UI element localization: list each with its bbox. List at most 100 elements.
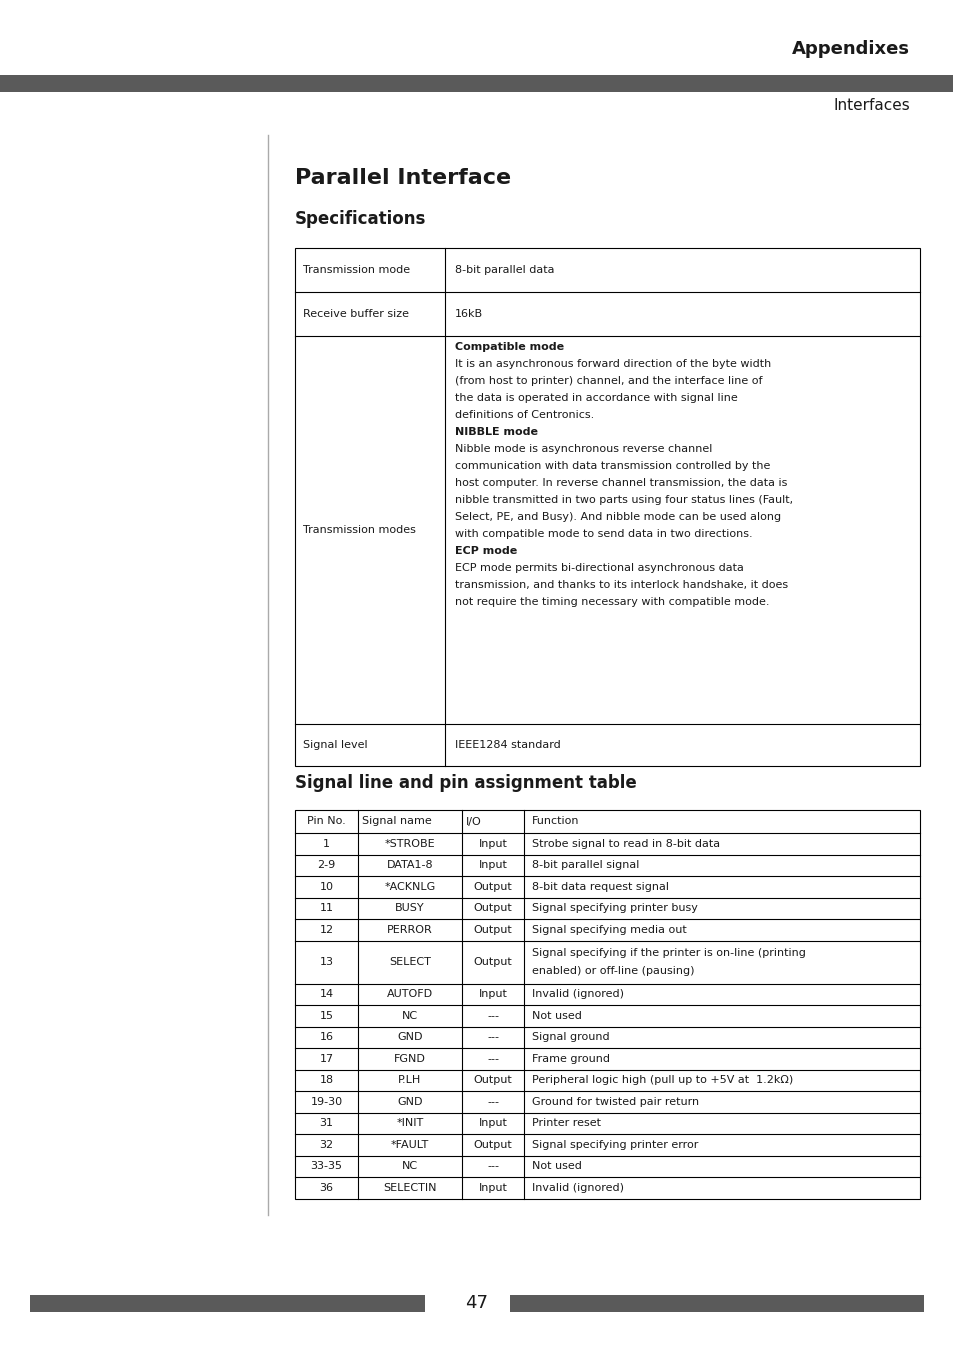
Text: ---: ---: [486, 1033, 498, 1042]
Bar: [294, 810, 919, 1198]
Text: 12: 12: [319, 925, 334, 934]
Text: 1: 1: [323, 838, 330, 849]
Text: 10: 10: [319, 882, 334, 892]
Text: Not used: Not used: [532, 1161, 581, 1171]
Text: ---: ---: [486, 1054, 498, 1064]
Text: FGND: FGND: [394, 1054, 425, 1064]
Text: IEEE1284 standard: IEEE1284 standard: [455, 740, 560, 749]
Text: Not used: Not used: [532, 1011, 581, 1020]
Text: ---: ---: [486, 1011, 498, 1020]
Text: host computer. In reverse channel transmission, the data is: host computer. In reverse channel transm…: [455, 479, 786, 488]
Text: Pin No.: Pin No.: [307, 817, 346, 826]
Text: communication with data transmission controlled by the: communication with data transmission con…: [455, 461, 770, 470]
Text: 33-35: 33-35: [310, 1161, 342, 1171]
Text: Signal name: Signal name: [361, 817, 432, 826]
Text: Signal level: Signal level: [303, 740, 367, 749]
Text: Interfaces: Interfaces: [832, 98, 909, 113]
Text: with compatible mode to send data in two directions.: with compatible mode to send data in two…: [455, 528, 752, 539]
Text: Signal specifying media out: Signal specifying media out: [532, 925, 686, 934]
Bar: [0, 75, 953, 92]
Text: transmission, and thanks to its interlock handshake, it does: transmission, and thanks to its interloc…: [455, 580, 787, 590]
Text: AUTOFD: AUTOFD: [387, 989, 433, 999]
Text: 31: 31: [319, 1119, 334, 1128]
Text: Nibble mode is asynchronous reverse channel: Nibble mode is asynchronous reverse chan…: [455, 443, 712, 454]
Text: Parallel Interface: Parallel Interface: [294, 168, 511, 187]
Text: 16kB: 16kB: [455, 309, 482, 319]
Text: BUSY: BUSY: [395, 903, 424, 913]
Text: *ACKNLG: *ACKNLG: [384, 882, 436, 892]
Bar: [30, 1295, 424, 1312]
Text: Function: Function: [532, 817, 578, 826]
Text: *INIT: *INIT: [395, 1119, 423, 1128]
Text: 18: 18: [319, 1076, 334, 1085]
Text: GND: GND: [396, 1033, 422, 1042]
Text: 8-bit parallel data: 8-bit parallel data: [455, 266, 554, 275]
Text: It is an asynchronous forward direction of the byte width: It is an asynchronous forward direction …: [455, 359, 770, 369]
Text: ECP mode permits bi-directional asynchronous data: ECP mode permits bi-directional asynchro…: [455, 563, 743, 573]
Text: the data is operated in accordance with signal line: the data is operated in accordance with …: [455, 394, 737, 403]
Text: 47: 47: [465, 1294, 488, 1313]
Text: 36: 36: [319, 1182, 334, 1193]
Text: 15: 15: [319, 1011, 334, 1020]
Text: Receive buffer size: Receive buffer size: [303, 309, 409, 319]
Text: 8-bit parallel signal: 8-bit parallel signal: [532, 860, 639, 871]
Text: Input: Input: [478, 838, 507, 849]
Text: Transmission modes: Transmission modes: [303, 524, 416, 535]
Text: (from host to printer) channel, and the interface line of: (from host to printer) channel, and the …: [455, 376, 761, 386]
Text: ---: ---: [486, 1097, 498, 1107]
Text: 2-9: 2-9: [317, 860, 335, 871]
Text: SELECT: SELECT: [389, 957, 431, 967]
Text: P.LH: P.LH: [398, 1076, 421, 1085]
Text: Input: Input: [478, 860, 507, 871]
Text: Input: Input: [478, 1119, 507, 1128]
Text: NIBBLE mode: NIBBLE mode: [455, 427, 537, 437]
Text: I/O: I/O: [465, 817, 481, 826]
Text: Signal ground: Signal ground: [532, 1033, 609, 1042]
Text: Signal specifying if the printer is on-line (printing: Signal specifying if the printer is on-l…: [532, 948, 805, 957]
Text: Invalid (ignored): Invalid (ignored): [532, 1182, 623, 1193]
Text: Appendixes: Appendixes: [791, 40, 909, 58]
Text: 17: 17: [319, 1054, 334, 1064]
Text: Transmission mode: Transmission mode: [303, 266, 410, 275]
Text: Printer reset: Printer reset: [532, 1119, 600, 1128]
Text: ---: ---: [486, 1161, 498, 1171]
Text: GND: GND: [396, 1097, 422, 1107]
Text: Select, PE, and Busy). And nibble mode can be used along: Select, PE, and Busy). And nibble mode c…: [455, 512, 781, 522]
Text: Frame ground: Frame ground: [532, 1054, 609, 1064]
Text: Signal specifying printer busy: Signal specifying printer busy: [532, 903, 698, 913]
Text: Input: Input: [478, 1182, 507, 1193]
Text: nibble transmitted in two parts using four status lines (Fault,: nibble transmitted in two parts using fo…: [455, 495, 792, 506]
Text: Peripheral logic high (pull up to +5V at  1.2kΩ): Peripheral logic high (pull up to +5V at…: [532, 1076, 792, 1085]
Text: Ground for twisted pair return: Ground for twisted pair return: [532, 1097, 699, 1107]
Text: PERROR: PERROR: [387, 925, 433, 934]
Text: NC: NC: [401, 1011, 417, 1020]
Text: 19-30: 19-30: [310, 1097, 342, 1107]
Text: Output: Output: [473, 1140, 512, 1150]
Text: Signal line and pin assignment table: Signal line and pin assignment table: [294, 774, 636, 793]
Text: enabled) or off-line (pausing): enabled) or off-line (pausing): [532, 967, 694, 976]
Text: Output: Output: [473, 903, 512, 913]
Text: Output: Output: [473, 925, 512, 934]
Text: DATA1-8: DATA1-8: [386, 860, 433, 871]
Text: Strobe signal to read in 8-bit data: Strobe signal to read in 8-bit data: [532, 838, 720, 849]
Text: Compatible mode: Compatible mode: [455, 342, 563, 352]
Text: *STROBE: *STROBE: [384, 838, 435, 849]
Text: Output: Output: [473, 882, 512, 892]
Text: *FAULT: *FAULT: [391, 1140, 429, 1150]
Bar: [294, 248, 919, 766]
Text: ECP mode: ECP mode: [455, 546, 517, 555]
Text: 8-bit data request signal: 8-bit data request signal: [532, 882, 668, 892]
Text: not require the timing necessary with compatible mode.: not require the timing necessary with co…: [455, 597, 769, 607]
Text: SELECTIN: SELECTIN: [383, 1182, 436, 1193]
Text: Signal specifying printer error: Signal specifying printer error: [532, 1140, 698, 1150]
Text: 16: 16: [319, 1033, 334, 1042]
Text: Invalid (ignored): Invalid (ignored): [532, 989, 623, 999]
Text: 11: 11: [319, 903, 334, 913]
Text: Output: Output: [473, 1076, 512, 1085]
Text: Input: Input: [478, 989, 507, 999]
Text: Specifications: Specifications: [294, 210, 426, 228]
Text: definitions of Centronics.: definitions of Centronics.: [455, 410, 594, 421]
Text: NC: NC: [401, 1161, 417, 1171]
Bar: [510, 1295, 923, 1312]
Text: Output: Output: [473, 957, 512, 967]
